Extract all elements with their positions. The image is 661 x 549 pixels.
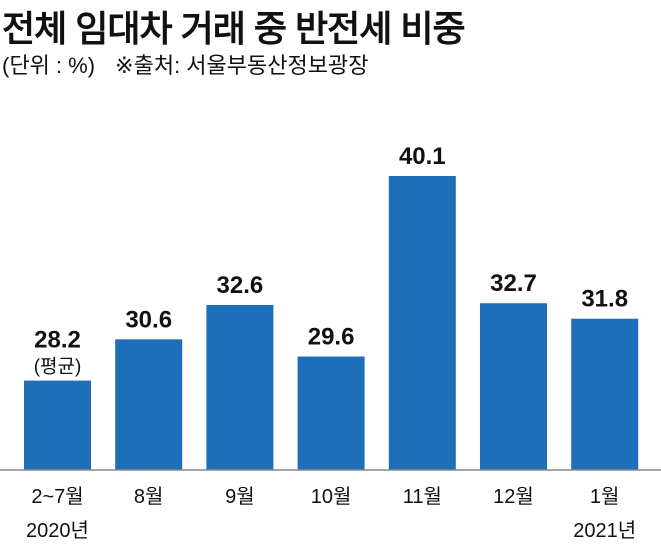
bar <box>206 304 274 470</box>
bar <box>571 318 639 470</box>
bar <box>297 356 365 470</box>
x-tick-label: 9월 <box>225 485 255 508</box>
chart-title: 전체 임대차 거래 중 반전세 비중 <box>2 8 466 49</box>
data-annotation: (평균) <box>34 356 82 378</box>
bar <box>24 380 91 470</box>
x-tick-label: 1월 <box>590 485 620 508</box>
data-label: 29.6 <box>308 324 355 351</box>
x-tick-label: 11월 <box>403 485 442 508</box>
x-tick-label: 8월 <box>134 485 164 508</box>
data-label: 28.2 <box>34 327 81 354</box>
source-label: ※출처: 서울부동산정보광장 <box>115 53 369 78</box>
x-tick-sublabel: 2021년 <box>573 519 636 542</box>
x-tick-label: 12월 <box>493 485 534 508</box>
bar <box>388 176 456 470</box>
chart-subtitle: (단위 : %) ※출처: 서울부동산정보광장 <box>2 48 368 80</box>
data-label: 30.6 <box>125 306 172 333</box>
bar <box>115 339 183 470</box>
data-label: 32.7 <box>490 270 537 297</box>
data-label: 32.6 <box>217 272 264 299</box>
x-tick-sublabel: 2020년 <box>26 519 89 542</box>
data-label: 40.1 <box>399 143 446 170</box>
unit-label: (단위 : %) <box>2 53 96 78</box>
x-tick-label: 2~7월 <box>31 485 83 508</box>
x-tick-label: 10월 <box>311 485 352 508</box>
bar <box>480 303 547 470</box>
data-label: 31.8 <box>581 286 628 313</box>
